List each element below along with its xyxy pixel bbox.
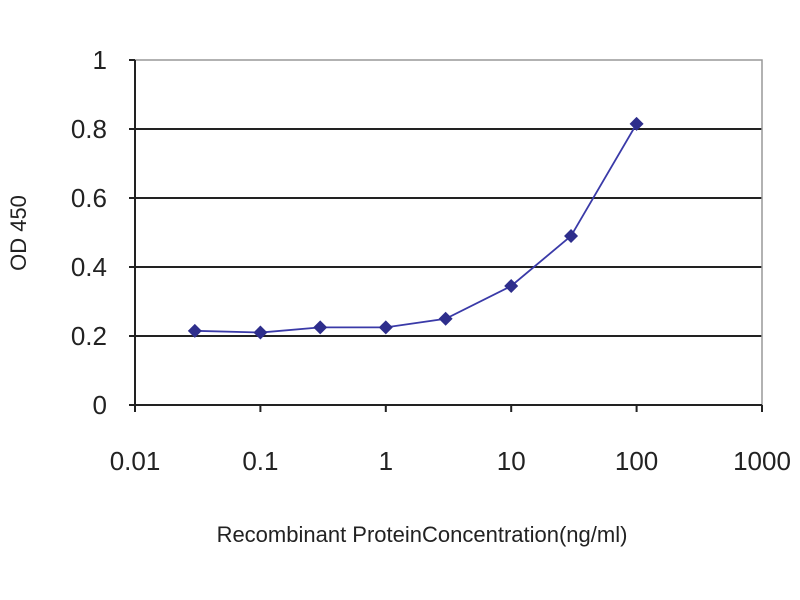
data-point <box>313 320 328 335</box>
x-tick-label: 100 <box>615 446 658 476</box>
data-point <box>564 228 579 243</box>
data-point <box>378 320 393 335</box>
x-axis-label: Recombinant ProteinConcentration(ng/ml) <box>217 522 628 547</box>
series-line <box>194 123 638 334</box>
y-tick-label: 0.6 <box>71 183 107 213</box>
y-tick-label: 0 <box>93 390 107 420</box>
data-point <box>253 325 268 340</box>
plot-area <box>134 59 763 406</box>
x-tick-label: 0.1 <box>242 446 278 476</box>
data-point <box>629 116 644 131</box>
y-axis-label: OD 450 <box>6 195 31 271</box>
y-tick-label: 0.4 <box>71 252 107 282</box>
data-point <box>187 323 202 338</box>
x-tick-label: 10 <box>497 446 526 476</box>
data-point <box>504 278 519 293</box>
y-tick-label: 1 <box>93 45 107 75</box>
x-tick-label: 1 <box>379 446 393 476</box>
data-point <box>438 311 453 326</box>
y-tick-label: 0.2 <box>71 321 107 351</box>
x-tick-label: 0.01 <box>110 446 161 476</box>
y-tick-label: 0.8 <box>71 114 107 144</box>
x-tick-label: 1000 <box>733 446 791 476</box>
